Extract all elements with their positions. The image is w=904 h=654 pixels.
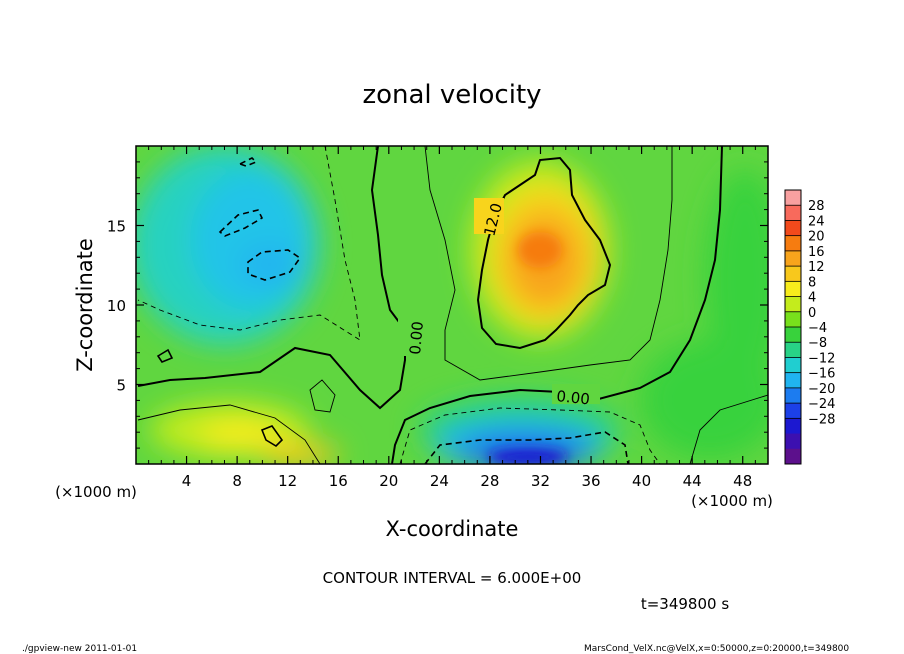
colorbar-swatch <box>785 387 801 404</box>
x-tick-label: 8 <box>232 472 242 490</box>
y-axis-label: Z-coordinate <box>73 238 97 372</box>
y-unit-label: (×1000 m) <box>55 483 137 501</box>
contour-labels: 12.0 0.00 0.00 <box>398 198 600 408</box>
x-tick-label: 48 <box>733 472 752 490</box>
colorbar-tick-label: −8 <box>808 336 827 351</box>
colorbar-tick-label: 8 <box>808 275 816 290</box>
x-tick-label: 40 <box>632 472 651 490</box>
chart-title: zonal velocity <box>362 80 541 110</box>
contour-label-0-left: 0.00 <box>406 321 427 356</box>
colorbar-tick-label: 24 <box>808 214 825 229</box>
x-tick-label: 28 <box>480 472 499 490</box>
colorbar-tick-label: 0 <box>808 306 816 321</box>
contour-interval-text: CONTOUR INTERVAL = 6.000E+00 <box>323 569 582 587</box>
colorbar-swatch <box>785 372 801 389</box>
y-axis: 5 10 15 <box>107 161 768 449</box>
x-axis-label: X-coordinate <box>386 517 519 541</box>
x-tick-label: 12 <box>278 472 297 490</box>
footer-left: ./gpview-new 2011-01-01 <box>22 644 137 654</box>
colorbar-swatch <box>785 418 801 435</box>
y-tick-label: 15 <box>107 218 126 236</box>
colorbar-tick-label: 16 <box>808 245 825 260</box>
colorbar-swatch <box>785 357 801 374</box>
x-tick-label: 4 <box>182 472 192 490</box>
colorbar-swatch <box>785 281 801 298</box>
x-tick-label: 44 <box>683 472 702 490</box>
colorbar-swatch <box>785 403 801 419</box>
colorbar-swatch <box>785 205 801 221</box>
colorbar-swatch <box>785 235 801 252</box>
x-tick-label: 24 <box>430 472 449 490</box>
colorbar-tick-label: 12 <box>808 260 825 275</box>
time-label: t=349800 s <box>641 595 729 613</box>
colorbar-tick-label: 20 <box>808 230 825 245</box>
x-axis: 4 8 12 16 20 24 28 32 36 40 44 48 <box>148 146 756 490</box>
colorbar-tick-label: −12 <box>808 351 835 366</box>
y-tick-label: 5 <box>116 377 126 395</box>
x-unit-label: (×1000 m) <box>691 492 773 510</box>
colorbar-tick-label: −16 <box>808 367 835 382</box>
plot-area: 12.0 0.00 0.00 <box>136 146 768 464</box>
colorbar-swatch <box>785 296 801 313</box>
colorbar-tick-label: −20 <box>808 382 835 397</box>
x-tick-label: 20 <box>379 472 398 490</box>
colorbar-swatch <box>785 220 801 237</box>
contour-label-0-bottom: 0.00 <box>556 387 591 408</box>
colorbar-swatch <box>785 342 801 358</box>
colorbar-swatch <box>785 311 801 328</box>
y-tick-label: 10 <box>107 297 126 315</box>
colorbar-swatch <box>785 327 801 343</box>
x-tick-label: 16 <box>329 472 348 490</box>
x-tick-label: 32 <box>531 472 550 490</box>
colorbar-tick-label: −4 <box>808 321 827 336</box>
colorbar-tick-label: −24 <box>808 397 835 412</box>
colorbar-swatch <box>785 433 801 450</box>
footer-right: MarsCond_VelX.nc@VelX,x=0:50000,z=0:2000… <box>584 644 849 654</box>
colorbar-tick-label: 28 <box>808 199 825 214</box>
colorbar-swatch <box>785 448 801 465</box>
colorbar-swatch <box>785 190 801 206</box>
x-tick-label: 36 <box>581 472 600 490</box>
colorbar-tick-label: 4 <box>808 291 816 306</box>
colorbar-tick-label: −28 <box>808 412 835 427</box>
colorbar-swatch <box>785 250 801 267</box>
colorbar-swatch <box>785 266 801 282</box>
